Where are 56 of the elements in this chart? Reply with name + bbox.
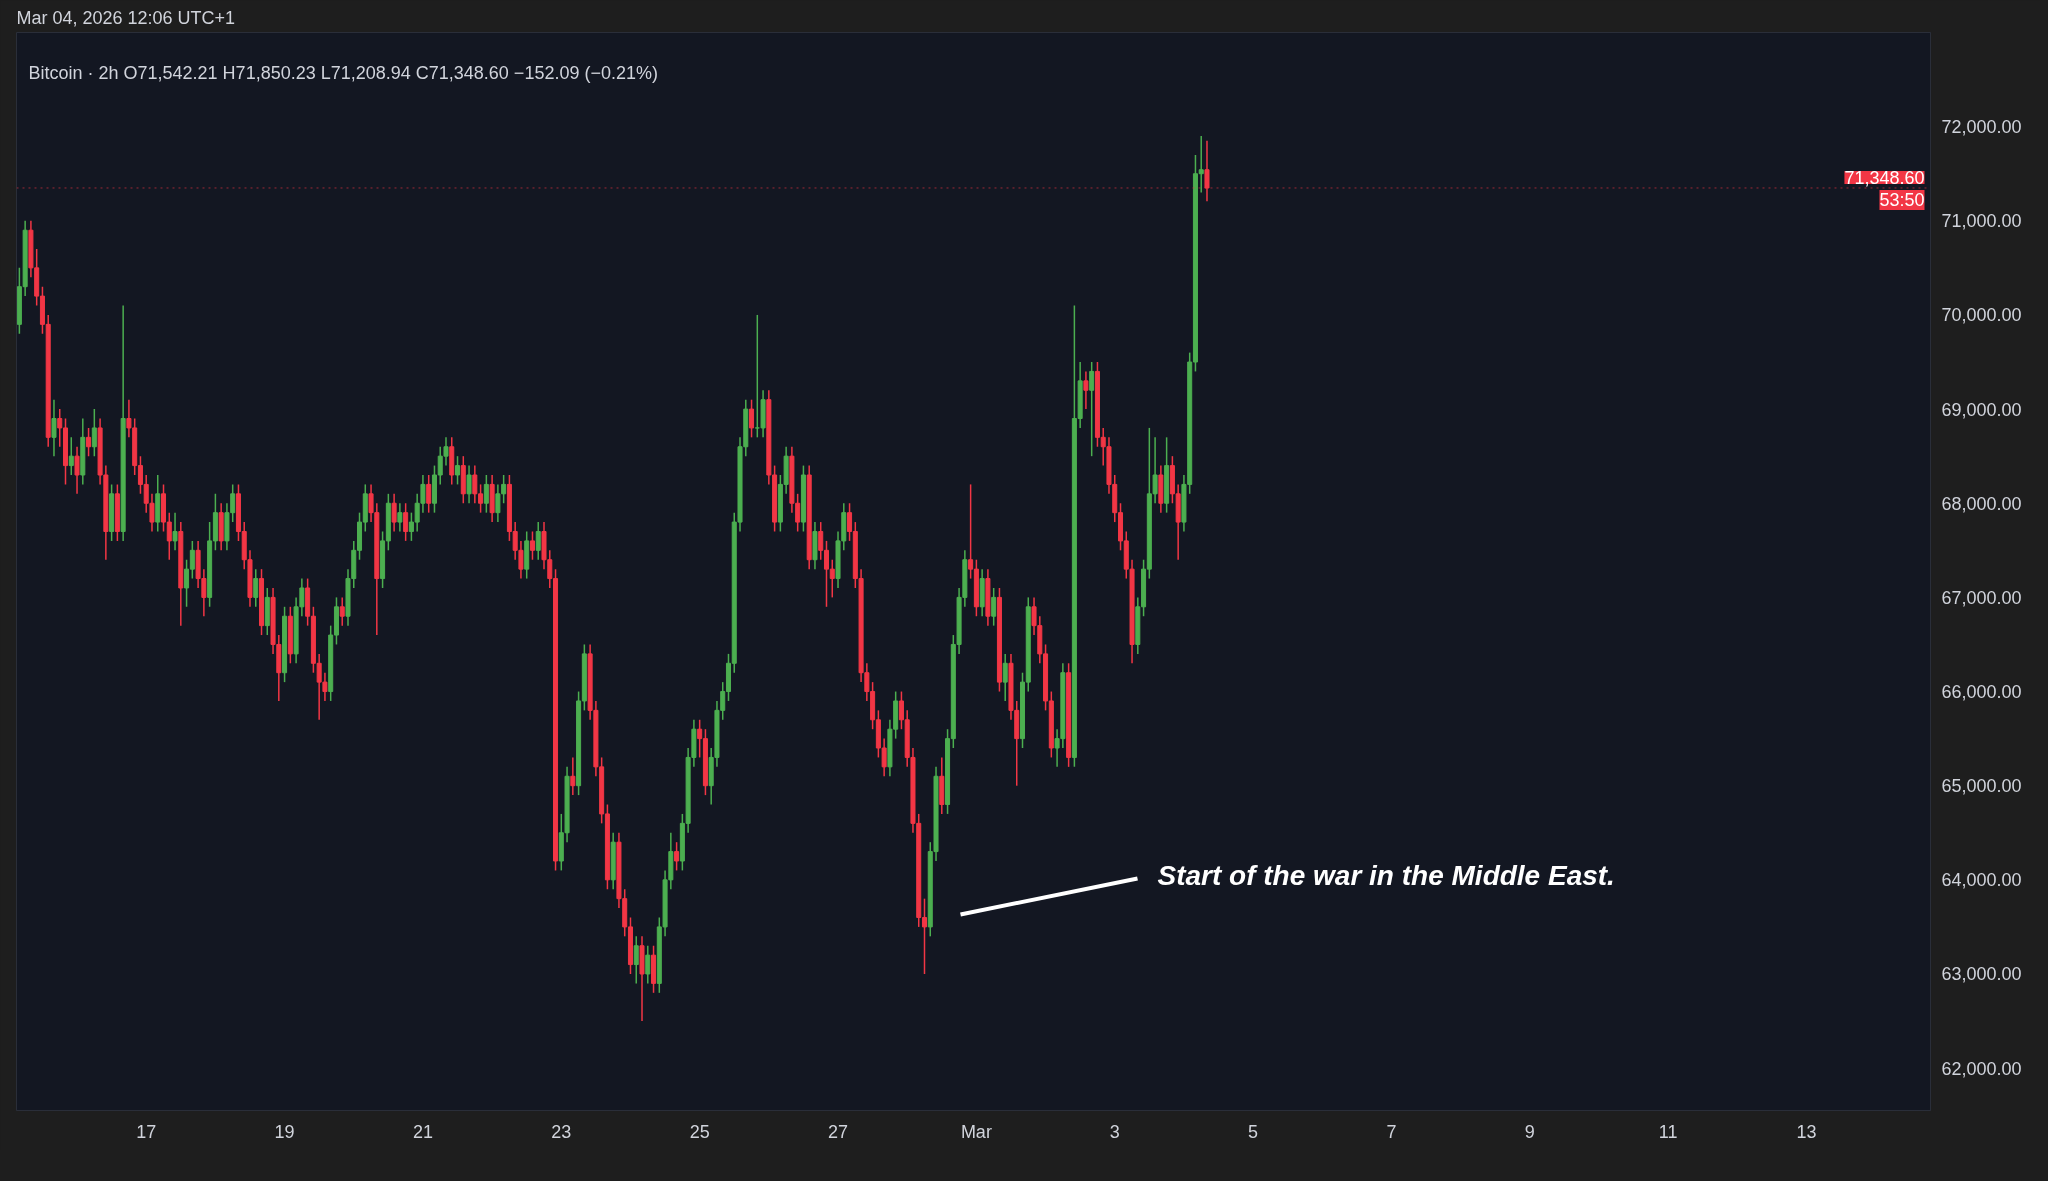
text: Bitcoin · 2h O71,542.21 H71,850.23 L71,208.94 C71,348.60 −152.09 (−0.21%) [28,62,658,83]
x-tick-label: 17 [136,1121,157,1142]
annotation: 53:50 [1879,189,1925,210]
y-tick-label: 68,000.00 [1941,493,2022,514]
candlestick [74,446,80,495]
candlestick [391,493,397,533]
candlestick [1204,140,1210,202]
x-tick-label: 11 [1658,1121,1678,1142]
candlestick [397,502,403,533]
candlestick [68,436,74,476]
candlestick [403,502,409,542]
text: Mar 04, 2026 12:06 UTC+1 [16,7,236,28]
candlestick [529,530,535,561]
y-tick-label: 65,000.00 [1941,776,2022,797]
y-tick-label: 69,000.00 [1941,399,2022,420]
candlestick [466,464,472,504]
x-tick-label: 25 [689,1121,710,1142]
candlestick [674,841,680,872]
candlestick [570,756,576,796]
y-tick-label: 66,000.00 [1941,682,2022,703]
candlestick [86,427,92,457]
x-tick-label: 27 [828,1121,849,1142]
y-tick-label: 63,000.00 [1941,964,2022,985]
x-tick-label: 7 [1386,1121,1397,1142]
x-tick-label: 3 [1109,1121,1120,1142]
candlestick [633,935,639,985]
candlestick [339,596,345,627]
x-tick-label: 13 [1796,1121,1817,1142]
x-tick-label: 5 [1248,1121,1259,1142]
y-tick-label: 64,000.00 [1941,870,2022,891]
candlestick [51,398,57,457]
annotation: Start of the war in the Middle East. [1157,860,1615,891]
x-tick-label: 21 [412,1121,433,1142]
candlestick [1089,361,1095,457]
candlestick [1002,653,1008,702]
candlestick [535,521,541,561]
candlestick [1083,370,1089,410]
y-tick-label: 71,000.00 [1941,211,2022,232]
ref-line-label: 71,348.60 [1844,167,1925,188]
x-tick-label: Mar [960,1121,992,1142]
y-tick-label: 67,000.00 [1941,587,2022,608]
candlestick [426,474,432,514]
x-tick-label: 19 [274,1121,295,1142]
candlestick [253,568,259,608]
y-tick-label: 62,000.00 [1941,1058,2022,1079]
candlestick [172,511,178,552]
candlestick [991,587,997,627]
candlestick [455,455,461,486]
y-tick-label: 70,000.00 [1941,305,2022,326]
y-tick-label: 72,000.00 [1941,117,2022,138]
candlestick [645,944,651,985]
x-tick-label: 23 [551,1121,572,1142]
candlestick [483,474,489,514]
candlestick [91,408,97,457]
candlestick [749,398,755,439]
x-tick-label: 9 [1524,1121,1535,1142]
